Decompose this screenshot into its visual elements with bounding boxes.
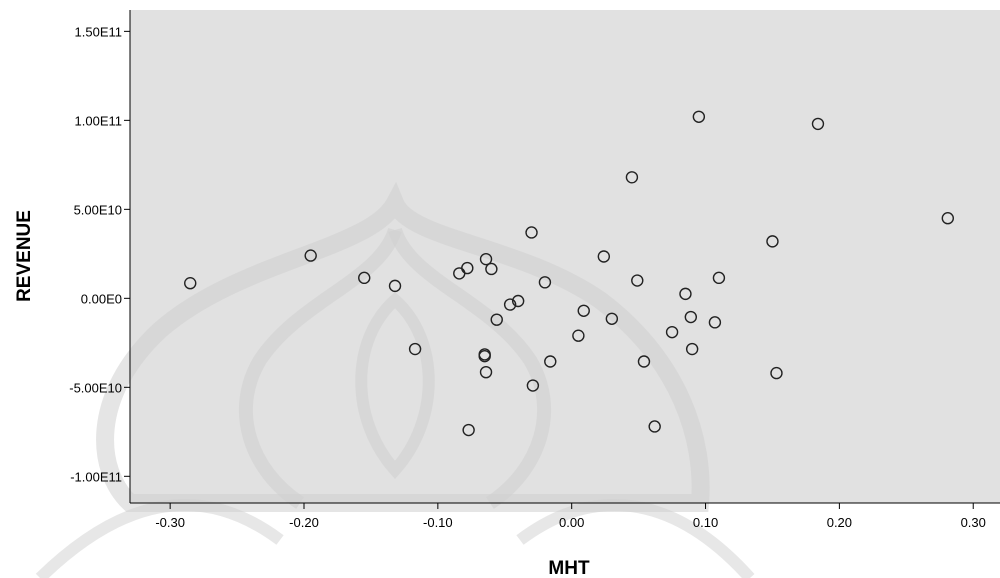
x-tick-label: -0.10 xyxy=(423,515,453,530)
data-point xyxy=(388,279,402,293)
watermark-left-petal xyxy=(239,227,402,509)
data-point xyxy=(544,355,557,368)
data-point xyxy=(408,342,422,356)
watermark-base-curves xyxy=(35,499,755,578)
x-tick-label: 0.30 xyxy=(961,515,986,530)
x-tick-label: 0.20 xyxy=(827,515,852,530)
data-point xyxy=(577,304,590,317)
data-point xyxy=(684,310,698,324)
data-point xyxy=(572,329,585,342)
y-tick-label: 1.50E11 xyxy=(75,24,122,39)
data-point xyxy=(692,110,706,123)
data-point xyxy=(503,298,517,311)
x-tick-label: -0.20 xyxy=(289,515,319,530)
data-point xyxy=(358,271,371,285)
data-point xyxy=(526,379,540,392)
data-point xyxy=(479,365,493,379)
data-point xyxy=(665,325,679,339)
x-tick-label: 0.00 xyxy=(559,515,584,530)
axes: 1.50E11 1.00E11 5.00E10 0.00E0 -5.00E10 -1.00… xyxy=(69,10,1000,530)
data-point xyxy=(490,313,503,326)
y-tick-label: -1.00E11 xyxy=(70,469,122,484)
data-point xyxy=(479,252,493,266)
watermark-right-petal xyxy=(388,227,551,509)
y-tick-label: -5.00E10 xyxy=(69,380,122,395)
data-points xyxy=(184,110,954,437)
plot-area xyxy=(130,10,1000,503)
data-point xyxy=(679,287,692,301)
data-point xyxy=(941,212,954,225)
data-point xyxy=(708,316,722,329)
y-axis-title: REVENUE xyxy=(14,210,35,302)
data-point xyxy=(597,250,611,263)
data-point xyxy=(511,294,525,308)
data-point xyxy=(478,349,491,363)
x-tick-label: -0.30 xyxy=(155,515,185,530)
data-point xyxy=(485,262,498,276)
data-point xyxy=(685,342,699,356)
data-point xyxy=(525,226,538,239)
data-point xyxy=(625,171,639,184)
y-tick-label: 0.00E0 xyxy=(81,291,122,306)
data-point xyxy=(184,276,197,290)
data-point xyxy=(304,249,317,262)
data-point xyxy=(766,235,779,248)
x-tick-label: 0.10 xyxy=(693,515,718,530)
data-point xyxy=(811,117,825,131)
data-point xyxy=(605,312,619,325)
data-point xyxy=(770,366,783,380)
data-point xyxy=(461,261,474,275)
y-tick-label: 5.00E10 xyxy=(74,202,122,217)
data-point xyxy=(637,355,651,368)
data-point xyxy=(631,274,644,287)
y-tick-label: 1.00E11 xyxy=(75,113,122,128)
data-point xyxy=(538,276,552,289)
watermark-center-petal xyxy=(355,291,435,479)
data-point xyxy=(648,420,661,433)
data-point xyxy=(712,271,726,285)
data-point xyxy=(462,423,475,437)
x-axis-title: MHT xyxy=(548,558,590,578)
